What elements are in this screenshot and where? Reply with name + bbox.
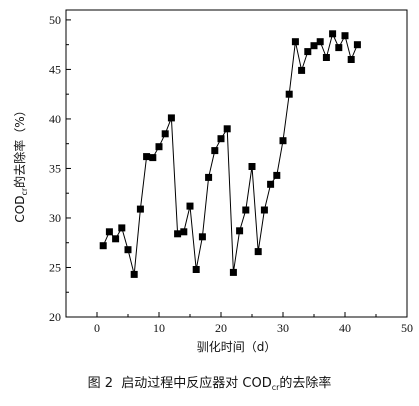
axis-titles: 驯化时间（d） CODcr的去除率（%） xyxy=(12,104,276,354)
data-point xyxy=(316,38,324,46)
y-tick-label: 20 xyxy=(49,310,61,324)
x-tick-label: 50 xyxy=(401,321,413,335)
series-line xyxy=(102,32,358,275)
x-tick-label: 0 xyxy=(94,321,100,335)
data-point xyxy=(248,163,256,170)
series-path xyxy=(102,32,358,275)
data-point xyxy=(124,246,132,254)
figure-caption: 图 2 启动过程中反应器对 CODcr的去除率 xyxy=(0,372,419,392)
y-tick-label: 35 xyxy=(49,161,61,175)
data-point xyxy=(192,266,200,273)
data-point xyxy=(310,42,318,50)
data-point xyxy=(143,153,151,161)
data-point xyxy=(112,235,120,243)
data-point xyxy=(242,206,250,214)
y-tick-label: 45 xyxy=(49,62,61,76)
data-point xyxy=(304,48,312,56)
data-point xyxy=(205,173,213,181)
data-point xyxy=(341,32,349,40)
data-point xyxy=(223,125,231,133)
y-axis-title: CODcr的去除率（%） xyxy=(12,104,29,222)
data-point xyxy=(99,242,107,250)
data-point xyxy=(161,130,169,138)
data-point xyxy=(105,228,113,236)
data-point xyxy=(285,90,293,98)
y-tick-label: 25 xyxy=(49,260,61,274)
data-point xyxy=(186,202,194,210)
data-point xyxy=(180,228,188,236)
y-axis-title-sub: cr xyxy=(20,187,29,195)
axis-ticks: 0 10 20 30 40 50 20 25 30 35 40 45 50 xyxy=(49,13,413,335)
data-point xyxy=(267,180,275,188)
series-markers xyxy=(99,30,361,278)
data-point xyxy=(118,224,126,232)
chart: 0 10 20 30 40 50 20 25 30 35 40 45 50 驯化时间（d） CODcr的… xyxy=(12,9,413,354)
data-point xyxy=(167,114,175,122)
x-axis-title: 驯化时间（d） xyxy=(197,340,277,354)
x-tick-label: 20 xyxy=(215,321,227,335)
data-point xyxy=(279,137,287,145)
data-point xyxy=(335,44,343,52)
data-point xyxy=(211,147,219,155)
x-tick-label: 10 xyxy=(153,321,165,335)
data-point xyxy=(236,227,244,235)
data-point xyxy=(273,171,281,179)
y-tick-label: 30 xyxy=(49,211,61,225)
x-tick-label: 30 xyxy=(277,321,289,335)
data-point xyxy=(174,230,182,238)
data-point xyxy=(149,154,157,162)
caption-subscript: cr xyxy=(271,383,280,392)
y-tick-label: 40 xyxy=(49,112,61,126)
data-point xyxy=(217,135,225,143)
plot-frame xyxy=(65,9,408,318)
data-point xyxy=(291,38,299,46)
caption-text-end: 的去除率 xyxy=(279,376,332,391)
data-point xyxy=(198,233,206,241)
data-point xyxy=(347,56,355,63)
data-point xyxy=(353,41,361,49)
data-point xyxy=(329,30,337,38)
data-point xyxy=(322,54,330,61)
y-axis-title-main: COD xyxy=(13,196,27,223)
caption-text: 启动过程中反应器对 COD xyxy=(121,376,272,391)
data-point xyxy=(254,248,262,256)
data-point xyxy=(298,66,306,74)
caption-figure-number: 图 2 xyxy=(87,376,113,391)
data-point xyxy=(229,268,237,276)
x-tick-label: 40 xyxy=(339,321,351,335)
data-point xyxy=(260,206,268,214)
data-point xyxy=(136,205,144,213)
y-axis-title-rest: 的去除率（%） xyxy=(12,104,27,187)
y-tick-label: 50 xyxy=(49,13,61,27)
data-point xyxy=(155,143,163,151)
data-point xyxy=(130,270,138,278)
